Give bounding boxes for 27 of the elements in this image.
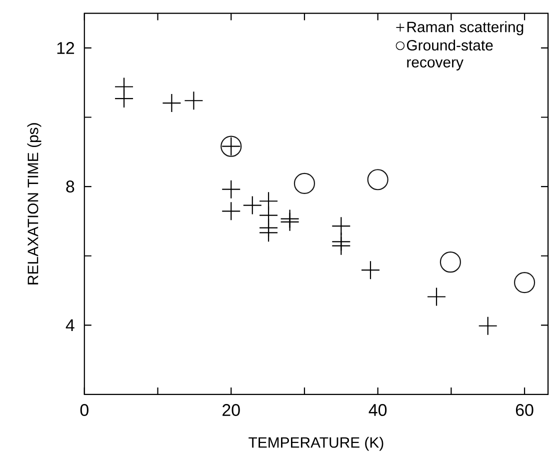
point <box>426 287 446 306</box>
point <box>514 272 536 294</box>
point <box>478 316 498 336</box>
point <box>242 196 262 215</box>
y-tick-label: 12 <box>57 42 74 54</box>
point <box>280 212 300 232</box>
point <box>440 252 461 273</box>
y-tick-label: 8 <box>66 180 74 193</box>
point <box>162 93 182 113</box>
point <box>114 88 134 108</box>
x-tick-label: 20 <box>222 404 240 416</box>
y-axis-title: RELAXATION TIME (ps) <box>27 123 42 284</box>
point <box>222 180 241 199</box>
point <box>360 260 380 280</box>
point <box>258 223 278 242</box>
point <box>222 202 241 221</box>
legend-label: Raman scattering <box>407 21 524 36</box>
x-tick-label: 40 <box>368 404 387 416</box>
y-tick-label: 4 <box>66 319 74 331</box>
point <box>184 91 204 110</box>
point <box>294 172 316 194</box>
point <box>332 236 351 256</box>
x-tick-label: 60 <box>516 404 534 416</box>
point <box>367 169 388 190</box>
legend-label: Ground-state recovery <box>406 40 493 70</box>
x-tick-label: 0 <box>80 404 88 416</box>
x-axis-title: TEMPERATURE (K) <box>248 436 384 451</box>
